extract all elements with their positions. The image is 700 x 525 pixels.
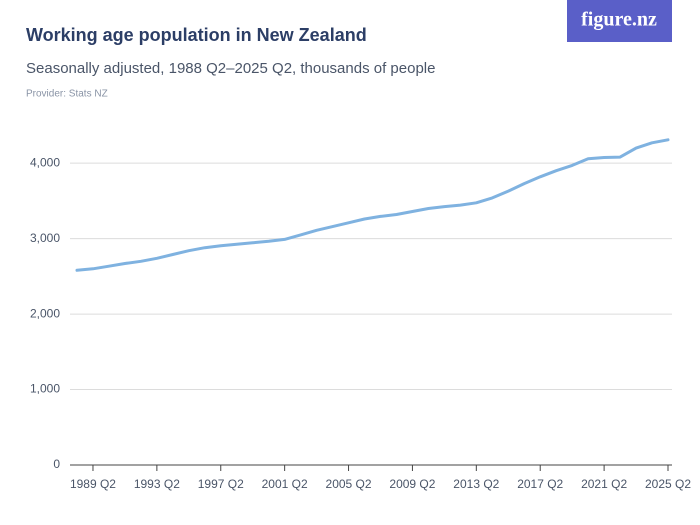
- logo-box: [567, 0, 672, 42]
- x-tick-label: 1989 Q2: [70, 477, 116, 491]
- x-tick-label: 2021 Q2: [581, 477, 627, 491]
- x-tick-label: 2025 Q2: [645, 477, 691, 491]
- y-tick-label: 3,000: [30, 231, 60, 245]
- y-tick-label: 1,000: [30, 382, 60, 396]
- y-tick-label: 2,000: [30, 306, 60, 320]
- y-tick-label: 4,000: [30, 155, 60, 169]
- y-tick-label: 0: [53, 457, 60, 471]
- x-tick-label: 2009 Q2: [389, 477, 435, 491]
- x-tick-label: 2013 Q2: [453, 477, 499, 491]
- x-tick-label: 1993 Q2: [134, 477, 180, 491]
- logo: figure.nz: [581, 9, 657, 31]
- provider: Provider: Stats NZ: [26, 89, 108, 100]
- series-line: [75, 138, 670, 272]
- chart-subtitle: Seasonally adjusted, 1988 Q2–2025 Q2, th…: [26, 60, 435, 77]
- x-tick-label: 2005 Q2: [326, 477, 372, 491]
- x-tick-label: 1997 Q2: [198, 477, 244, 491]
- x-tick-label: 2001 Q2: [262, 477, 308, 491]
- x-tick-label: 2017 Q2: [517, 477, 563, 491]
- chart-title: Working age population in New Zealand: [26, 25, 367, 45]
